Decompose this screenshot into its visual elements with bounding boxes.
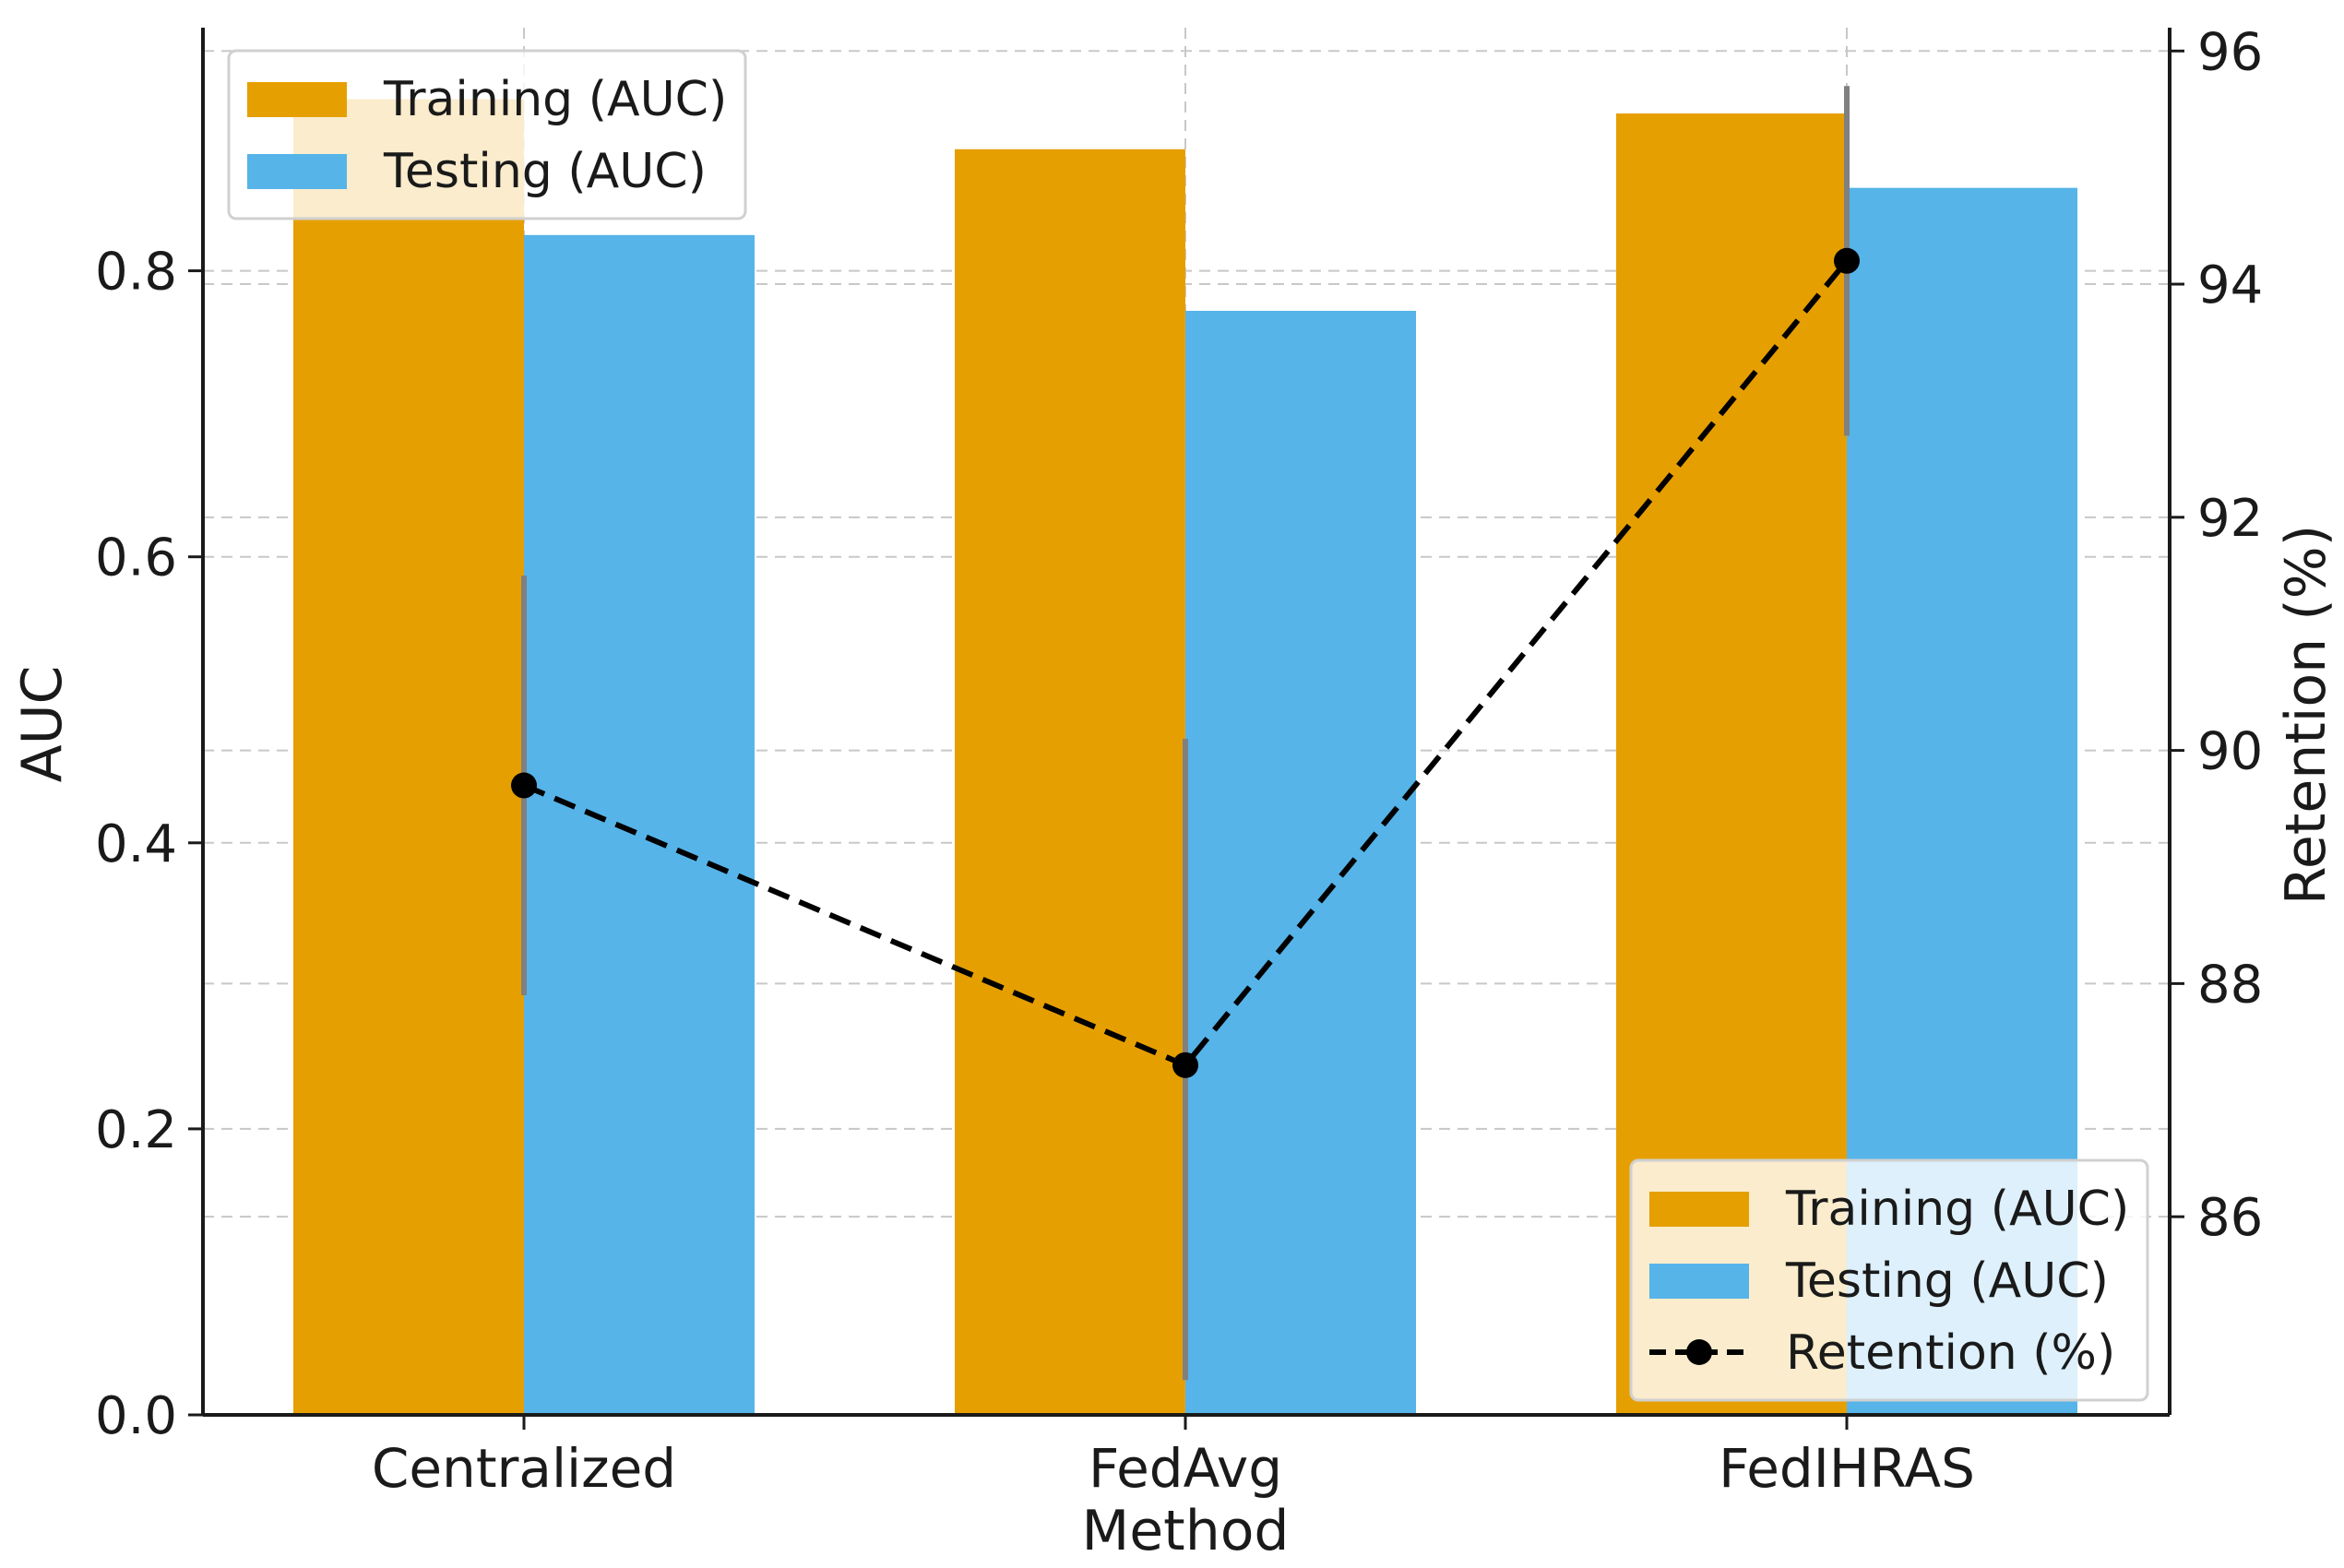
y2-axis-label: Retention (%) xyxy=(2274,525,2338,905)
bar-testing xyxy=(524,234,755,1416)
retention-point xyxy=(1834,247,1860,274)
y2-tick-label: 94 xyxy=(2197,255,2263,315)
x-tick-label: Centralized xyxy=(372,1437,676,1500)
legend-label: Retention (%) xyxy=(1786,1325,2115,1381)
y-tick-label: 0.4 xyxy=(95,814,177,874)
bar-training xyxy=(955,148,1185,1415)
y2-tick-label: 90 xyxy=(2197,722,2263,782)
legend-swatch xyxy=(1649,1192,1749,1227)
legends: Training (AUC)Testing (AUC)Training (AUC… xyxy=(227,49,2149,1402)
legend-label: Training (AUC) xyxy=(1785,1182,2129,1237)
y2-tick-label: 88 xyxy=(2197,955,2263,1015)
legend-box xyxy=(1629,1158,2149,1402)
y-tick-label: 0.2 xyxy=(95,1100,177,1160)
retention-point xyxy=(1172,1051,1198,1078)
y2-tick-label: 86 xyxy=(2197,1188,2263,1248)
bar-testing xyxy=(1185,311,1416,1415)
legend-swatch xyxy=(247,82,347,117)
bar-training xyxy=(293,99,524,1416)
x-tick-label: FedIHRAS xyxy=(1719,1437,1975,1500)
y2-tick-label: 96 xyxy=(2197,22,2263,82)
legend-bottom-right: Training (AUC) Testing (AUC) Retention (%) xyxy=(1629,1158,2149,1402)
x-axis-label: Method xyxy=(1081,1499,1289,1563)
legend-box xyxy=(227,49,747,220)
legend-marker xyxy=(1686,1339,1712,1365)
legend-swatch xyxy=(247,154,347,189)
y-tick-label: 0.6 xyxy=(95,529,177,588)
legend-top-left: Training (AUC) Testing (AUC) xyxy=(227,49,747,220)
x-tick-label: FedAvg xyxy=(1089,1437,1282,1500)
legend-swatch xyxy=(1649,1264,1749,1299)
legend-label: Training (AUC) xyxy=(383,72,727,127)
retention-line xyxy=(511,247,1860,1078)
y-tick-label: 0.0 xyxy=(95,1386,177,1446)
tick-labels: 0.0 0.2 0.4 0.6 0.8 86 88 90 92 94 96 Centralized Fe… xyxy=(95,22,2263,1500)
y2-tick-label: 92 xyxy=(2197,489,2263,549)
retention-point xyxy=(511,772,537,799)
legend-label: Testing (AUC) xyxy=(1785,1253,2109,1309)
y-axis-label: AUC xyxy=(10,666,75,783)
y-tick-label: 0.8 xyxy=(95,243,177,303)
legend-label: Testing (AUC) xyxy=(383,144,707,199)
